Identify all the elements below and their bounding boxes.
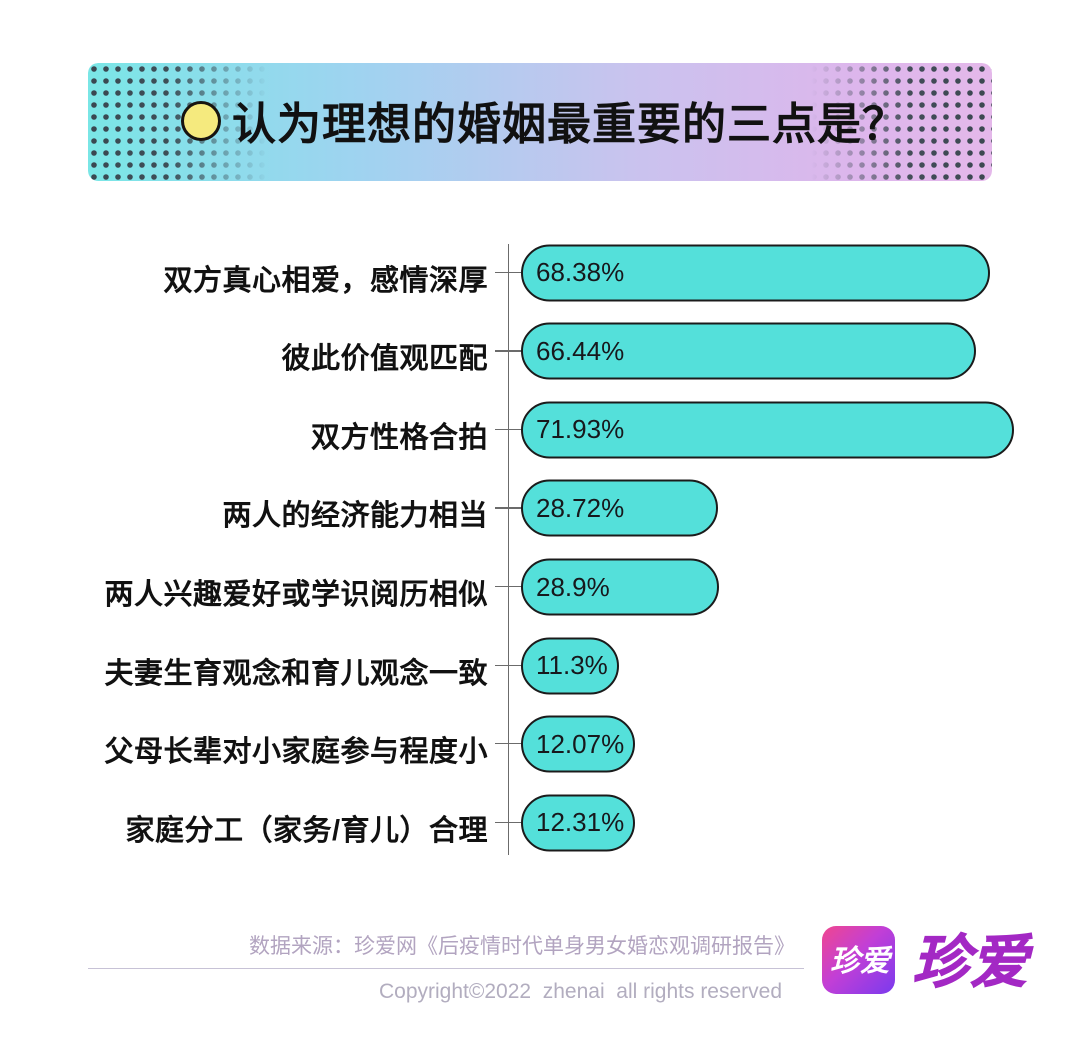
svg-text:珍爱: 珍爱	[912, 930, 1033, 995]
svg-text:珍爱: 珍爱	[830, 945, 893, 978]
